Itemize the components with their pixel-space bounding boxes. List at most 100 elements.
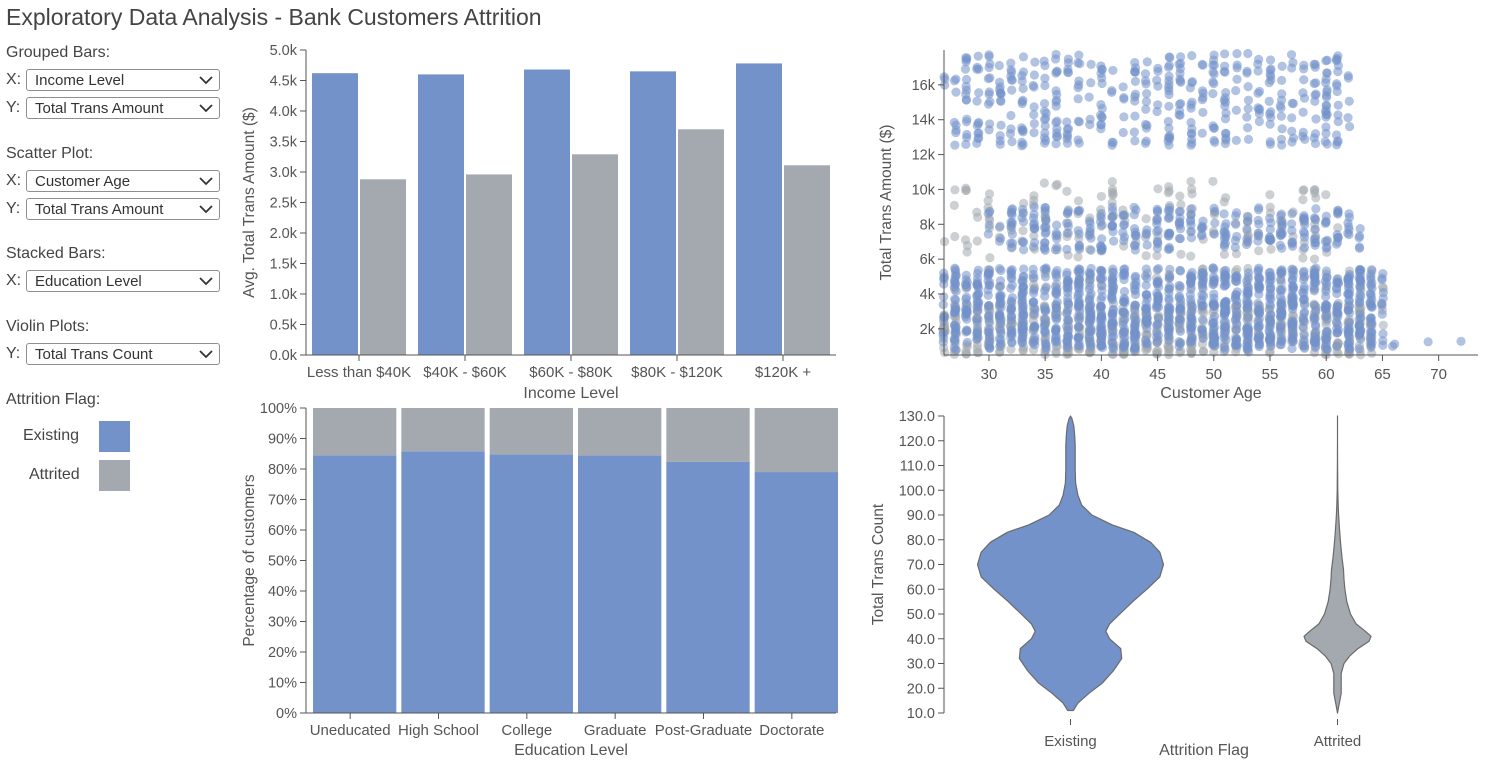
point-existing[interactable]: [1219, 209, 1229, 219]
point-existing[interactable]: [1231, 86, 1241, 96]
point-existing[interactable]: [1174, 336, 1184, 347]
point-attrited[interactable]: [1062, 186, 1072, 197]
bar-attrited[interactable]: [360, 179, 406, 355]
point-existing[interactable]: [985, 336, 995, 346]
point-existing[interactable]: [1254, 219, 1264, 229]
point-existing[interactable]: [950, 274, 960, 285]
point-attrited[interactable]: [939, 237, 950, 247]
point-existing[interactable]: [1277, 229, 1287, 239]
point-existing[interactable]: [940, 74, 950, 84]
point-existing[interactable]: [1209, 69, 1219, 79]
point-existing[interactable]: [1321, 334, 1331, 344]
point-existing[interactable]: [985, 97, 995, 107]
point-existing[interactable]: [1063, 282, 1073, 292]
point-existing[interactable]: [1264, 235, 1274, 245]
stack-attrited[interactable]: [754, 408, 838, 473]
point-existing[interactable]: [1242, 295, 1252, 305]
point-existing[interactable]: [1311, 78, 1321, 88]
point-existing[interactable]: [1074, 315, 1084, 325]
point-existing[interactable]: [995, 130, 1005, 141]
point-existing[interactable]: [1084, 327, 1094, 337]
point-existing[interactable]: [961, 117, 972, 127]
point-existing[interactable]: [1165, 52, 1175, 63]
point-existing[interactable]: [1075, 268, 1085, 278]
point-existing[interactable]: [1141, 264, 1151, 274]
point-existing[interactable]: [1333, 208, 1343, 218]
point-existing[interactable]: [1299, 232, 1310, 242]
point-existing[interactable]: [1390, 339, 1400, 349]
point-existing[interactable]: [996, 96, 1006, 107]
point-existing[interactable]: [1018, 95, 1028, 105]
point-existing[interactable]: [1030, 332, 1040, 342]
point-existing[interactable]: [1040, 202, 1051, 213]
point-existing[interactable]: [985, 343, 995, 353]
point-existing[interactable]: [1265, 69, 1275, 79]
point-existing[interactable]: [1153, 66, 1163, 76]
point-existing[interactable]: [1030, 57, 1040, 67]
point-existing[interactable]: [995, 297, 1005, 307]
point-existing[interactable]: [1219, 316, 1230, 326]
point-existing[interactable]: [1286, 219, 1297, 229]
point-existing[interactable]: [1253, 236, 1263, 246]
point-attrited[interactable]: [1163, 188, 1173, 198]
point-existing[interactable]: [1096, 124, 1106, 134]
point-existing[interactable]: [1186, 313, 1196, 323]
point-attrited[interactable]: [1309, 254, 1320, 264]
stack-existing[interactable]: [754, 472, 838, 713]
point-existing[interactable]: [1142, 89, 1152, 99]
point-attrited[interactable]: [1265, 202, 1275, 212]
point-existing[interactable]: [1174, 318, 1184, 328]
point-existing[interactable]: [1074, 244, 1085, 254]
point-existing[interactable]: [1041, 283, 1051, 293]
legend-attrited-swatch[interactable]: [99, 460, 130, 491]
point-existing[interactable]: [1187, 50, 1197, 61]
scatter-y-select[interactable]: Total Trans Amount: [26, 198, 220, 220]
point-attrited[interactable]: [1321, 190, 1331, 200]
point-existing[interactable]: [1018, 217, 1029, 227]
point-existing[interactable]: [1130, 332, 1141, 342]
point-attrited[interactable]: [1052, 179, 1062, 189]
point-existing[interactable]: [1007, 265, 1017, 275]
point-existing[interactable]: [1309, 300, 1320, 311]
point-existing[interactable]: [1186, 227, 1196, 237]
point-existing[interactable]: [984, 89, 994, 99]
point-existing[interactable]: [1322, 344, 1332, 354]
point-existing[interactable]: [949, 117, 959, 128]
point-existing[interactable]: [1040, 291, 1050, 301]
point-existing[interactable]: [1220, 101, 1230, 111]
point-existing[interactable]: [1287, 344, 1297, 354]
point-existing[interactable]: [1130, 76, 1140, 86]
point-existing[interactable]: [951, 125, 961, 135]
point-existing[interactable]: [972, 317, 982, 327]
point-existing[interactable]: [1209, 293, 1219, 303]
point-existing[interactable]: [1040, 121, 1050, 131]
point-existing[interactable]: [1423, 337, 1433, 347]
point-existing[interactable]: [1311, 263, 1321, 273]
point-existing[interactable]: [1119, 112, 1129, 122]
point-existing[interactable]: [1063, 330, 1073, 341]
point-existing[interactable]: [1288, 283, 1299, 293]
point-existing[interactable]: [1277, 140, 1287, 150]
point-existing[interactable]: [1275, 285, 1285, 295]
point-existing[interactable]: [1253, 298, 1263, 309]
point-existing[interactable]: [1320, 236, 1330, 247]
point-existing[interactable]: [1164, 284, 1174, 294]
point-existing[interactable]: [950, 304, 960, 315]
point-existing[interactable]: [1253, 279, 1264, 289]
point-existing[interactable]: [994, 236, 1005, 247]
point-existing[interactable]: [1354, 242, 1365, 252]
point-existing[interactable]: [1243, 104, 1253, 114]
stack-existing[interactable]: [578, 455, 662, 713]
point-existing[interactable]: [1197, 272, 1207, 282]
point-existing[interactable]: [1029, 224, 1040, 234]
point-existing[interactable]: [1187, 76, 1197, 87]
point-existing[interactable]: [1242, 303, 1253, 313]
point-existing[interactable]: [1232, 60, 1242, 70]
point-existing[interactable]: [1007, 137, 1017, 147]
point-existing[interactable]: [1277, 267, 1287, 277]
point-existing[interactable]: [1153, 302, 1164, 312]
point-attrited[interactable]: [972, 236, 982, 246]
point-existing[interactable]: [1186, 204, 1196, 214]
point-existing[interactable]: [1231, 135, 1241, 145]
point-existing[interactable]: [1142, 240, 1152, 250]
